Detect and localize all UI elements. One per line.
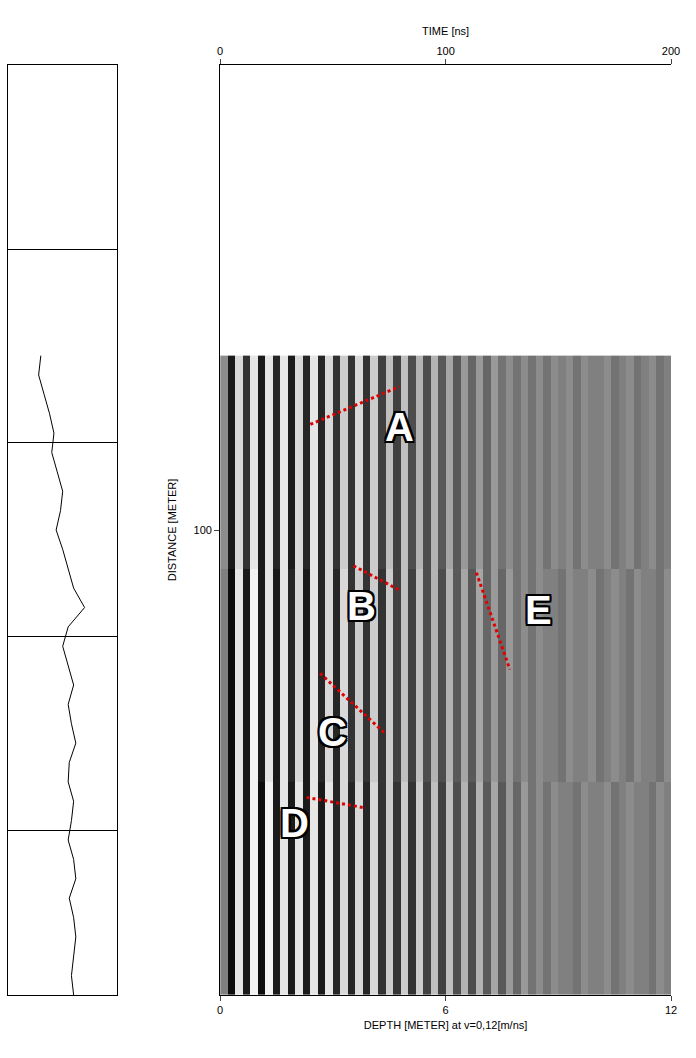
- svg-text:DEPTH [METER] at v=0,12[m/ns]: DEPTH [METER] at v=0,12[m/ns]: [364, 1019, 528, 1031]
- svg-text:6: 6: [443, 1004, 449, 1016]
- svg-text:TIME [ns]: TIME [ns]: [422, 25, 469, 37]
- svg-text:100: 100: [436, 45, 454, 57]
- svg-text:100: 100: [194, 524, 212, 536]
- svg-text:12: 12: [665, 1004, 677, 1016]
- svg-text:A: A: [385, 405, 414, 449]
- svg-text:DISTANCE [METER]: DISTANCE [METER]: [166, 479, 178, 581]
- svg-text:B: B: [347, 584, 376, 628]
- svg-text:E: E: [525, 588, 552, 632]
- svg-text:0: 0: [217, 1004, 223, 1016]
- svg-text:D: D: [280, 801, 309, 845]
- svg-text:200: 200: [662, 45, 680, 57]
- svg-text:0: 0: [217, 45, 223, 57]
- svg-text:C: C: [318, 710, 347, 754]
